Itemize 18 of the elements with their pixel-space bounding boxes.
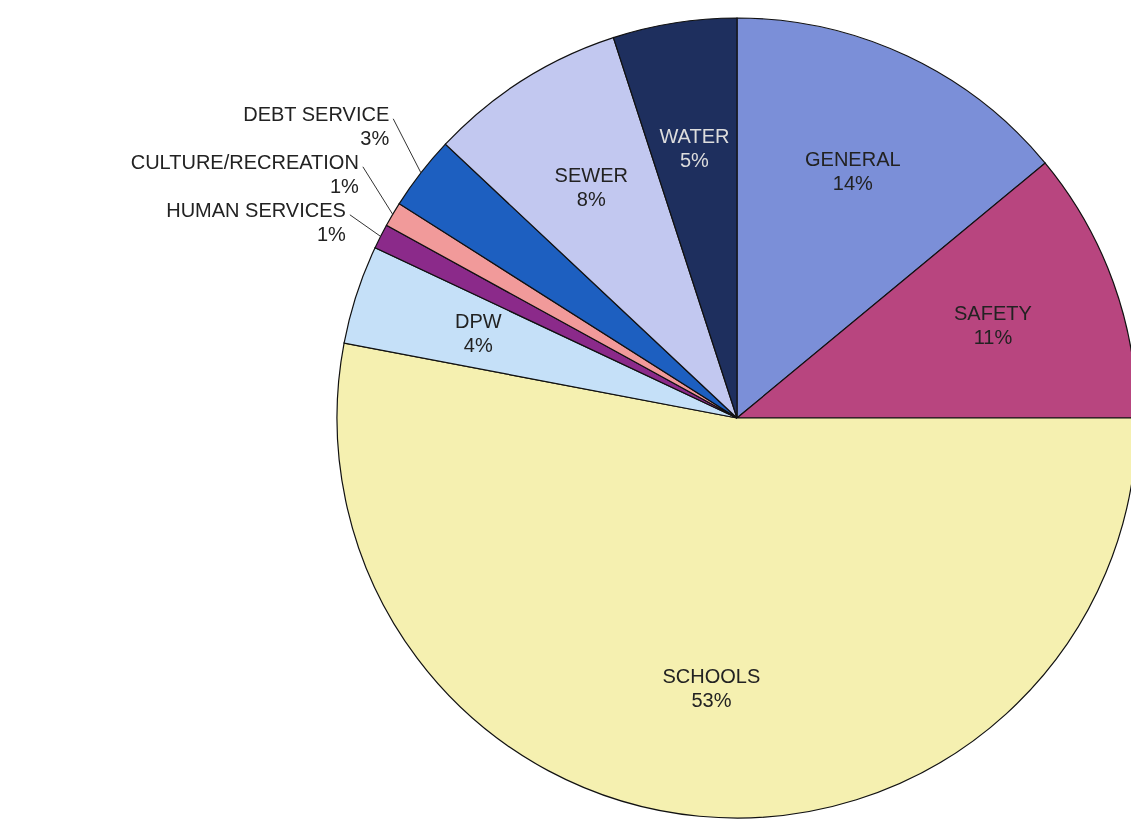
- data-label: 3%: [360, 126, 390, 149]
- slice-label: SEWER: [554, 164, 628, 187]
- slice-label: SAFETY: [954, 301, 1032, 324]
- data-label: 53%: [691, 688, 732, 711]
- slice-label: SCHOOLS: [662, 664, 761, 687]
- slice-label: CULTURE/RECREATION: [130, 150, 359, 173]
- data-label: 4%: [463, 333, 493, 356]
- slice-label: HUMAN SERVICES: [166, 198, 346, 221]
- data-label: 14%: [832, 171, 874, 194]
- data-label: 1%: [329, 174, 360, 197]
- slice-label: GENERAL: [805, 147, 901, 170]
- slice-label: DPW: [454, 309, 502, 332]
- data-label: 8%: [576, 188, 606, 211]
- data-label: 11%: [973, 325, 1013, 348]
- slice-label: DEBT SERVICE: [243, 102, 390, 125]
- data-label: 1%: [316, 222, 347, 245]
- slice-label: WATER: [659, 125, 730, 148]
- data-label: 5%: [680, 149, 710, 172]
